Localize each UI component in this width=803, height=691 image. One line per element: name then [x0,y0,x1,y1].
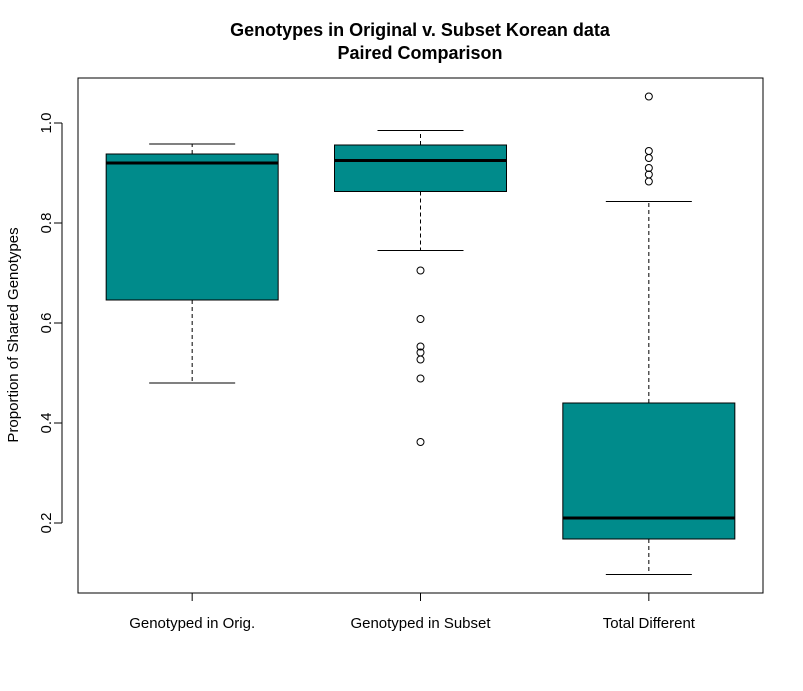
x-tick-label: Total Different [603,615,696,632]
plot-frame [77,77,764,594]
outlier-point [416,266,425,275]
y-axis-label: Proportion of Shared Genotypes [5,227,22,442]
chart-title: Genotypes in Original v. Subset Korean d… [230,20,611,40]
outlier-point [644,154,653,162]
outlier-point [416,342,425,351]
y-tick-label: 0.8 [38,213,55,234]
y-tick-label: 0.4 [38,413,55,434]
outlier-point [416,355,425,364]
chart-subtitle: Paired Comparison [337,43,502,63]
outlier-point [416,438,425,446]
x-tick-label: Genotyped in Subset [350,615,491,632]
outlier-point [644,147,653,155]
y-tick-label: 0.6 [38,313,55,334]
chart-marks: 0.2 0.4 0.6 0.8 1.0 Genotyped in Orig. Genotyp… [38,92,736,632]
iqr-box [334,144,507,192]
iqr-box [105,153,279,301]
outlier-point [644,92,653,101]
outlier-point [644,177,653,186]
x-tick-label: Genotyped in Orig. [129,615,255,632]
outlier-point [644,170,653,179]
iqr-box [562,402,736,540]
y-tick-label: 0.2 [38,513,55,534]
outlier-point [416,315,425,323]
outlier-point [644,164,653,172]
outlier-point [416,374,425,383]
y-tick-label: 1.0 [38,113,55,134]
